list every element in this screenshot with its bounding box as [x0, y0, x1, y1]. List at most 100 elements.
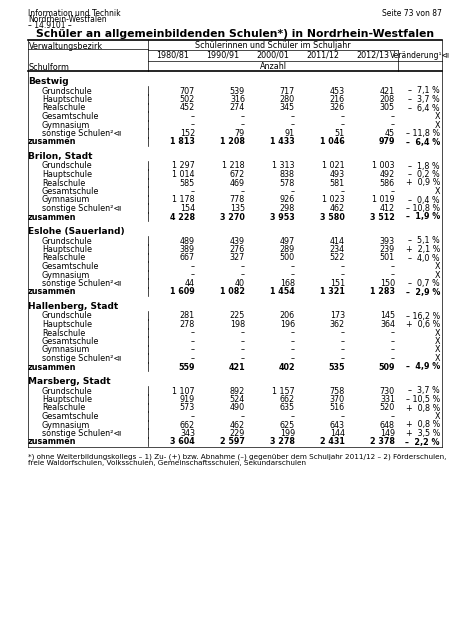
Text: 500: 500: [279, 253, 295, 262]
Text: –: –: [390, 112, 394, 121]
Text: Schülerinnen und Schüler im Schuljahr: Schülerinnen und Schüler im Schuljahr: [195, 41, 350, 50]
Text: 150: 150: [379, 279, 394, 288]
Text: 1980/81: 1980/81: [156, 51, 189, 60]
Text: 389: 389: [179, 245, 194, 254]
Text: 1 208: 1 208: [220, 138, 244, 147]
Text: Anzahl: Anzahl: [259, 62, 286, 71]
Text: 1 178: 1 178: [172, 195, 194, 205]
Text: 345: 345: [279, 104, 295, 113]
Text: 838: 838: [279, 170, 295, 179]
Text: –: –: [290, 271, 295, 280]
Text: 1 218: 1 218: [222, 161, 244, 170]
Text: –: –: [191, 346, 194, 355]
Text: –: –: [340, 112, 344, 121]
Text: Gesamtschule: Gesamtschule: [42, 112, 99, 121]
Text: 135: 135: [230, 204, 244, 213]
Text: 1 321: 1 321: [319, 287, 344, 296]
Text: 1 157: 1 157: [272, 387, 295, 396]
Text: zusammen: zusammen: [28, 212, 76, 221]
Text: 206: 206: [279, 312, 295, 321]
Text: –: –: [240, 187, 244, 196]
Text: –: –: [240, 346, 244, 355]
Text: –  0,2 %: – 0,2 %: [407, 170, 439, 179]
Text: 502: 502: [179, 95, 194, 104]
Text: –: –: [191, 262, 194, 271]
Text: –: –: [191, 354, 194, 363]
Text: – 14.9101 –: – 14.9101 –: [28, 21, 72, 30]
Text: sonstige Schulen²⧏: sonstige Schulen²⧏: [42, 204, 121, 213]
Text: 326: 326: [329, 104, 344, 113]
Text: –: –: [191, 112, 194, 121]
Text: Gymnasium: Gymnasium: [42, 120, 90, 129]
Text: 489: 489: [179, 237, 194, 246]
Text: Grundschule: Grundschule: [42, 312, 92, 321]
Text: 439: 439: [230, 237, 244, 246]
Text: 364: 364: [379, 320, 394, 329]
Text: 586: 586: [379, 179, 394, 188]
Text: X: X: [433, 346, 439, 355]
Text: Schulform: Schulform: [29, 63, 70, 72]
Text: Realschule: Realschule: [42, 104, 85, 113]
Text: 1 082: 1 082: [220, 287, 244, 296]
Text: X: X: [433, 354, 439, 363]
Text: –: –: [340, 271, 344, 280]
Text: 979: 979: [377, 138, 394, 147]
Text: 635: 635: [279, 403, 295, 413]
Text: zusammen: zusammen: [28, 438, 76, 447]
Text: X: X: [433, 262, 439, 271]
Text: zusammen: zusammen: [28, 287, 76, 296]
Text: Gymnasium: Gymnasium: [42, 420, 90, 429]
Text: 298: 298: [279, 204, 295, 213]
Text: 3 278: 3 278: [269, 438, 295, 447]
Text: –: –: [290, 112, 295, 121]
Text: 278: 278: [179, 320, 194, 329]
Text: –: –: [240, 337, 244, 346]
Text: 453: 453: [329, 86, 344, 95]
Text: 919: 919: [179, 395, 194, 404]
Text: 276: 276: [229, 245, 244, 254]
Text: –  0,4 %: – 0,4 %: [407, 195, 439, 205]
Text: 421: 421: [379, 86, 394, 95]
Text: 1 003: 1 003: [372, 161, 394, 170]
Text: Eslohe (Sauerland): Eslohe (Sauerland): [28, 227, 124, 236]
Text: 198: 198: [230, 320, 244, 329]
Text: 239: 239: [379, 245, 394, 254]
Text: –: –: [191, 187, 194, 196]
Text: 327: 327: [229, 253, 244, 262]
Text: X: X: [433, 112, 439, 121]
Text: 44: 44: [184, 279, 194, 288]
Text: –  3,7 %: – 3,7 %: [407, 95, 439, 104]
Text: 1 454: 1 454: [270, 287, 295, 296]
Text: 509: 509: [377, 362, 394, 371]
Text: –: –: [390, 262, 394, 271]
Text: 1 023: 1 023: [322, 195, 344, 205]
Text: 421: 421: [228, 362, 244, 371]
Text: 2011/12: 2011/12: [306, 51, 339, 60]
Text: Seite 73 von 87: Seite 73 von 87: [381, 9, 441, 18]
Text: 234: 234: [329, 245, 344, 254]
Text: 1 283: 1 283: [369, 287, 394, 296]
Text: 493: 493: [329, 170, 344, 179]
Text: sonstige Schulen²⧏: sonstige Schulen²⧏: [42, 129, 121, 138]
Text: –: –: [340, 120, 344, 129]
Text: 452: 452: [179, 104, 194, 113]
Text: –: –: [240, 412, 244, 421]
Text: 1990/91: 1990/91: [206, 51, 239, 60]
Text: 730: 730: [379, 387, 394, 396]
Text: –: –: [290, 187, 295, 196]
Text: –  2,2 %: – 2,2 %: [405, 438, 439, 447]
Text: 1 813: 1 813: [170, 138, 194, 147]
Text: 2 431: 2 431: [319, 438, 344, 447]
Text: – 16,2 %: – 16,2 %: [405, 312, 439, 321]
Text: 393: 393: [379, 237, 394, 246]
Text: 578: 578: [279, 179, 295, 188]
Text: 370: 370: [329, 395, 344, 404]
Text: –: –: [390, 271, 394, 280]
Text: –  3,7 %: – 3,7 %: [407, 387, 439, 396]
Text: –: –: [240, 262, 244, 271]
Text: 717: 717: [279, 86, 295, 95]
Text: 4 228: 4 228: [170, 212, 194, 221]
Text: Grundschule: Grundschule: [42, 161, 92, 170]
Text: 469: 469: [230, 179, 244, 188]
Text: –: –: [340, 328, 344, 337]
